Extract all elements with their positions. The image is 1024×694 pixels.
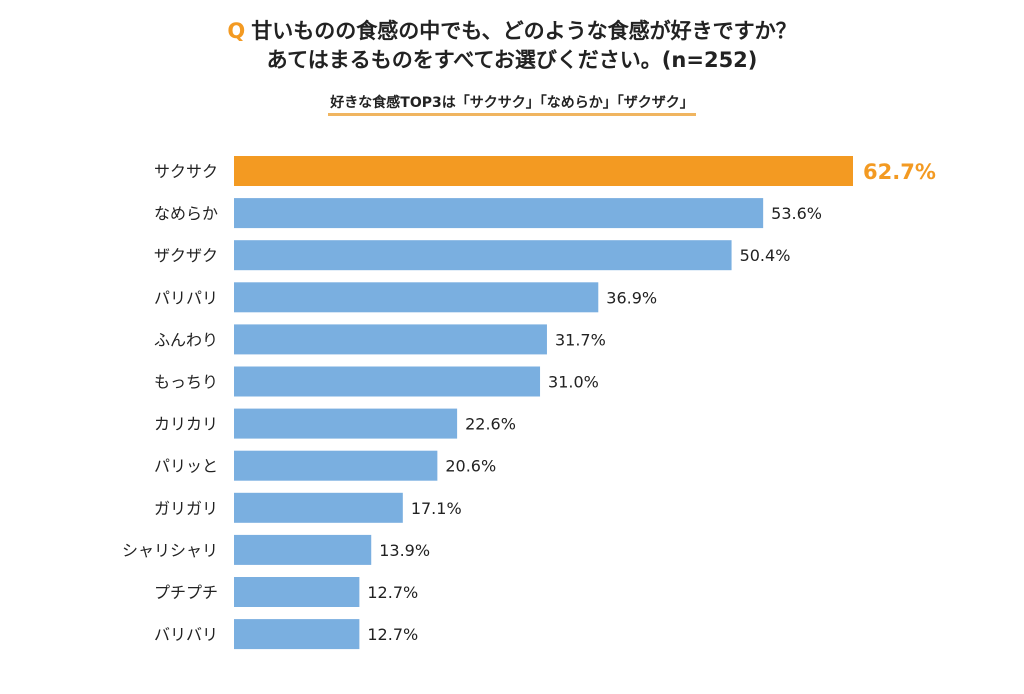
value-label: 50.4% <box>740 246 791 265</box>
value-label: 53.6% <box>771 204 822 223</box>
bar-7 <box>234 450 438 481</box>
value-label: 13.9% <box>379 541 430 560</box>
bar-9 <box>234 534 372 565</box>
bar-1 <box>234 198 764 229</box>
value-label: 31.7% <box>555 330 606 349</box>
value-label: 17.1% <box>411 499 462 518</box>
category-label: パリパリ <box>154 288 218 307</box>
title-text: 甘いものの食感の中でも、どのような食感が好きですか？ <box>251 19 797 43</box>
category-label: なめらか <box>154 204 218 223</box>
value-label: 22.6% <box>465 415 516 434</box>
value-label: 12.7% <box>367 625 418 644</box>
bar-11 <box>234 619 360 650</box>
bar-3 <box>234 282 599 313</box>
category-label: もっちり <box>154 373 218 392</box>
category-label: バリバリ <box>154 625 218 644</box>
bar-4 <box>234 324 547 355</box>
bar-8 <box>234 492 403 523</box>
bar-2 <box>234 240 732 271</box>
category-label: ザクザク <box>154 246 218 265</box>
value-label: 12.7% <box>367 583 418 602</box>
chart-title-line1: Q 甘いものの食感の中でも、どのような食感が好きですか？ <box>0 16 1024 46</box>
bar-6 <box>234 408 458 439</box>
category-label: カリカリ <box>154 415 218 434</box>
value-label: 20.6% <box>445 457 496 476</box>
subtitle-text: 好きな食感TOP3は「サクサク」「なめらか」「ザクザク」 <box>328 95 696 116</box>
bar-5 <box>234 366 541 397</box>
category-label: プチプチ <box>154 583 218 602</box>
category-label: サクサク <box>154 162 218 181</box>
category-label: ガリガリ <box>154 499 218 518</box>
category-label: パリッと <box>154 457 218 476</box>
category-label: ふんわり <box>154 330 218 349</box>
value-label: 31.0% <box>548 373 599 392</box>
value-label: 36.9% <box>606 288 657 307</box>
chart-subtitle: 好きな食感TOP3は「サクサク」「なめらか」「ザクザク」 <box>0 92 1024 116</box>
bar-0 <box>234 156 853 186</box>
value-label: 62.7% <box>863 160 936 184</box>
chart-title-line2: あてはまるものをすべてお選びください。(n=252) <box>266 48 758 72</box>
bar-10 <box>234 577 360 607</box>
category-label: シャリシャリ <box>122 541 218 560</box>
question-mark-label: Q <box>227 19 246 43</box>
